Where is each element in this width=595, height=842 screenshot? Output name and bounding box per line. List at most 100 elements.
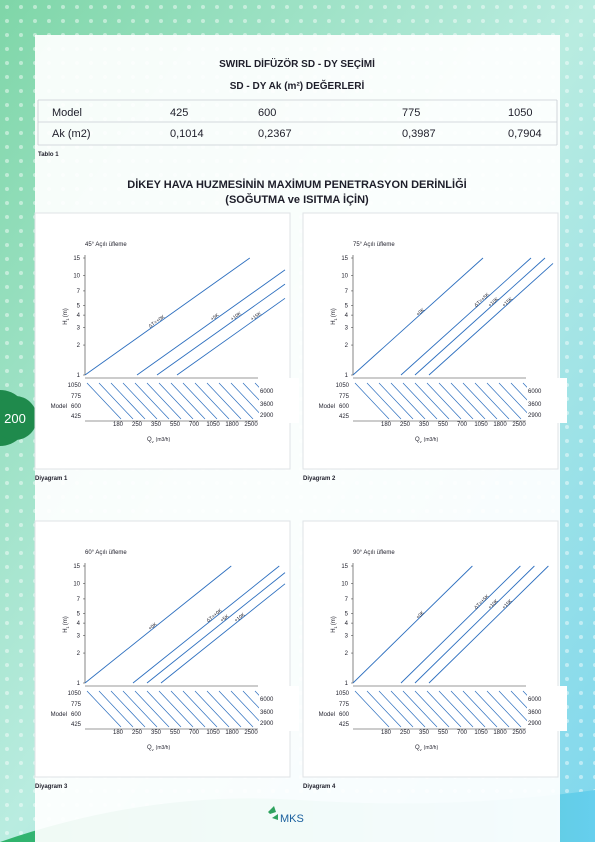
y-tick-label: 1 bbox=[77, 373, 81, 379]
selector-line bbox=[218, 382, 254, 420]
model-label: 425 bbox=[339, 414, 350, 420]
selector-line bbox=[450, 382, 486, 420]
model-label-right: 3600 bbox=[528, 710, 542, 716]
y-tick-label: 4 bbox=[77, 621, 81, 627]
curve bbox=[414, 257, 546, 376]
x-tick-label: 180 bbox=[381, 730, 392, 736]
y-label-sub: 1 bbox=[65, 317, 70, 320]
title: SWIRL DİFÜZÖR SD - DY SEÇİMİ bbox=[219, 57, 375, 70]
x-tick-label: 250 bbox=[400, 730, 411, 736]
curve bbox=[84, 257, 251, 376]
y-tick-label: 3 bbox=[77, 326, 81, 332]
curve bbox=[160, 583, 286, 684]
table-cell: 0,2367 bbox=[258, 128, 292, 140]
x-tick-label: 550 bbox=[170, 730, 181, 736]
selector-line bbox=[474, 690, 510, 728]
diagram-subtitle: 45° Açılı üfleme bbox=[85, 242, 127, 248]
selector-line bbox=[194, 690, 230, 728]
selector-line bbox=[182, 382, 218, 420]
model-label: 425 bbox=[339, 722, 350, 728]
selector-line bbox=[86, 382, 122, 420]
diagram-caption: Diyagram 2 bbox=[303, 476, 336, 482]
model-label: Model bbox=[51, 404, 67, 410]
x-label-unit: (m3/h) bbox=[424, 437, 439, 443]
table-cell: 0,3987 bbox=[402, 128, 436, 140]
x-tick-label: 180 bbox=[381, 422, 392, 428]
x-tick-label: 2500 bbox=[244, 730, 258, 736]
selector-line bbox=[378, 690, 414, 728]
model-label-right: 6000 bbox=[260, 697, 274, 703]
y-tick-label: 5 bbox=[345, 303, 349, 309]
curve bbox=[400, 257, 532, 376]
selector-line bbox=[486, 382, 522, 420]
y-tick-label: 4 bbox=[345, 313, 349, 319]
y-tick-label: 3 bbox=[345, 326, 349, 332]
subtitle: SD - DY Ak (m²) DEĞERLERİ bbox=[230, 79, 365, 92]
model-label-right: 2900 bbox=[528, 721, 542, 727]
y-label-sub: 1 bbox=[333, 625, 338, 628]
model-label: 1050 bbox=[336, 383, 350, 389]
x-tick-label: 1800 bbox=[225, 730, 239, 736]
brand: MKS bbox=[280, 813, 304, 825]
section-title: DİKEY HAVA HUZMESİNİN MAXİMUM PENETRASYO… bbox=[127, 178, 466, 191]
y-tick-label: 5 bbox=[77, 303, 81, 309]
curve-label: +0K bbox=[148, 621, 159, 632]
model-label: 775 bbox=[71, 702, 82, 708]
selector-line bbox=[122, 690, 158, 728]
selector-line bbox=[98, 690, 134, 728]
x-tick-label: 1050 bbox=[474, 422, 488, 428]
y-axis-label: H1(m) bbox=[63, 308, 70, 325]
curve-label: +0K bbox=[415, 307, 426, 318]
x-tick-label: 2500 bbox=[512, 730, 526, 736]
table-cell: Ak (m2) bbox=[52, 128, 91, 140]
selector-line bbox=[438, 382, 474, 420]
x-tick-label: 180 bbox=[113, 730, 124, 736]
x-label-unit: (m3/h) bbox=[156, 745, 171, 751]
x-axis-label: Qv (m3/h) bbox=[147, 745, 170, 752]
x-tick-label: 250 bbox=[132, 422, 143, 428]
table-cell: 775 bbox=[402, 107, 420, 119]
x-tick-label: 1800 bbox=[493, 422, 507, 428]
y-label-sub: 1 bbox=[65, 625, 70, 628]
diagram-frame bbox=[302, 520, 559, 778]
selector-mask bbox=[259, 378, 299, 423]
x-tick-label: 550 bbox=[438, 422, 449, 428]
y-tick-label: 1 bbox=[345, 373, 349, 379]
y-tick-label: 4 bbox=[77, 313, 81, 319]
curve bbox=[136, 269, 286, 376]
selector-line bbox=[390, 690, 426, 728]
selector-line bbox=[122, 382, 158, 420]
model-label-right: 2900 bbox=[260, 721, 274, 727]
curve-label: +5K bbox=[210, 312, 221, 323]
selector-line bbox=[462, 382, 498, 420]
selector-line bbox=[110, 382, 146, 420]
x-label: Q bbox=[415, 437, 420, 443]
y-label: H bbox=[331, 628, 337, 632]
x-label-sub: v bbox=[152, 439, 154, 444]
curve bbox=[146, 572, 286, 684]
section-subtitle: (SOĞUTMA ve ISITMA İÇİN) bbox=[225, 193, 369, 206]
model-label: 600 bbox=[71, 404, 82, 410]
y-axis-label: H1(m) bbox=[63, 616, 70, 633]
selector-line bbox=[194, 382, 230, 420]
table-cell: 0,7904 bbox=[508, 128, 542, 140]
x-tick-label: 700 bbox=[189, 422, 200, 428]
table-cell: Model bbox=[52, 107, 82, 119]
x-label-sub: v bbox=[420, 747, 422, 752]
model-label-right: 6000 bbox=[260, 389, 274, 395]
x-tick-label: 350 bbox=[419, 422, 430, 428]
selector-line bbox=[414, 690, 450, 728]
table-cell: 0,1014 bbox=[170, 128, 204, 140]
diagram-subtitle: 75° Açılı üfleme bbox=[353, 242, 395, 248]
diagram-caption: Diyagram 3 bbox=[35, 784, 68, 790]
selector-line bbox=[158, 690, 194, 728]
model-label: Model bbox=[319, 404, 335, 410]
model-label: 775 bbox=[339, 394, 350, 400]
selector-line bbox=[438, 690, 474, 728]
model-label: 1050 bbox=[68, 691, 82, 697]
selector-line bbox=[402, 382, 438, 420]
curve bbox=[428, 263, 554, 376]
x-tick-label: 2500 bbox=[244, 422, 258, 428]
model-label: Model bbox=[51, 712, 67, 718]
curve bbox=[414, 565, 535, 684]
